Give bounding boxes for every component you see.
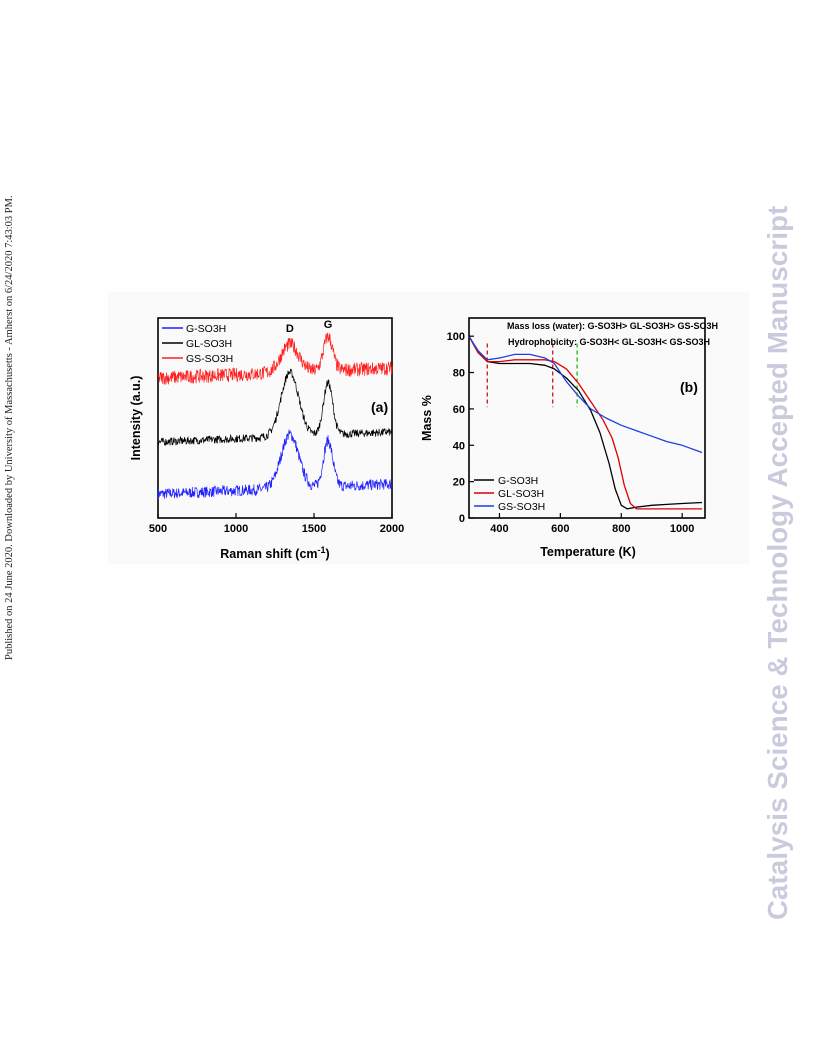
tga-ytick-label: 80 [453, 368, 465, 380]
tga-xtick-label: 1000 [670, 523, 694, 535]
raman-chart: 500 1000 1500 2000 G-SO3H GL-SO3H GS-SO3H D G… [129, 317, 404, 561]
publication-note: Published on 24 June 2020. Downloaded by… [4, 195, 15, 660]
tga-ytick-label: 0 [459, 513, 465, 525]
tga-series-line [468, 335, 703, 510]
tga-ytick-label: 20 [453, 477, 465, 489]
raman-legend-label: GS-SO3H [186, 353, 233, 365]
tga-reference-lines [486, 343, 578, 408]
raman-series-line [157, 429, 393, 500]
tga-legend-label: GS-SO3H [498, 501, 545, 513]
raman-ylabel: Intensity (a.u.) [129, 376, 143, 461]
tga-ylabel: Mass % [420, 395, 434, 441]
raman-xtick-label: 2000 [380, 523, 404, 535]
tga-series-line [468, 335, 702, 510]
tga-panel-label: (b) [680, 379, 698, 395]
raman-legend: G-SO3H GL-SO3H GS-SO3H [162, 323, 233, 365]
tga-ytick-label: 60 [453, 404, 465, 416]
tga-ytick-label: 40 [453, 440, 465, 452]
raman-legend-label: G-SO3H [186, 323, 226, 335]
tga-legend-label: G-SO3H [498, 475, 538, 487]
raman-xtick-label: 1000 [224, 523, 248, 535]
raman-series-line [157, 368, 393, 446]
raman-panel-label: (a) [371, 399, 388, 415]
tga-plot-frame [468, 317, 706, 519]
raman-xtick-label: 1500 [302, 523, 326, 535]
tga-ticks: 400 600 800 1000 0 20 40 60 80 100 [447, 331, 695, 535]
tga-xlabel: Temperature (K) [540, 545, 636, 559]
raman-g-band-label: G [324, 319, 333, 331]
journal-watermark: Catalysis Science & Technology Accepted … [762, 205, 793, 920]
tga-annotation-hydrophobicity: Hydrophobicity: G-SO3H< GL-SO3H< GS-SO3H [508, 337, 710, 347]
tga-chart: 400 600 800 1000 0 20 40 60 80 100 G-SO3HGL-SO3HG… [420, 317, 718, 559]
raman-series-group [157, 332, 393, 500]
tga-xtick-label: 800 [612, 523, 630, 535]
raman-xlabel: Raman shift (cm-1) [220, 545, 329, 561]
raman-series-line [157, 332, 393, 385]
tga-annotation-mass-loss: Mass loss (water): G-SO3H> GL-SO3H> GS-S… [507, 321, 718, 331]
tga-series-line [468, 335, 703, 454]
tga-xtick-label: 400 [490, 523, 508, 535]
raman-xtick-label: 500 [149, 523, 167, 535]
tga-series-group [468, 335, 703, 510]
tga-legend-label: GL-SO3H [498, 488, 544, 500]
raman-legend-label: GL-SO3H [186, 338, 232, 350]
tga-ytick-label: 100 [447, 331, 465, 343]
tga-xtick-label: 600 [551, 523, 569, 535]
figure-panel: 500 1000 1500 2000 G-SO3H GL-SO3H GS-SO3H D G… [108, 292, 750, 564]
raman-xticks: 500 1000 1500 2000 [149, 513, 404, 535]
raman-d-band-label: D [286, 323, 294, 335]
